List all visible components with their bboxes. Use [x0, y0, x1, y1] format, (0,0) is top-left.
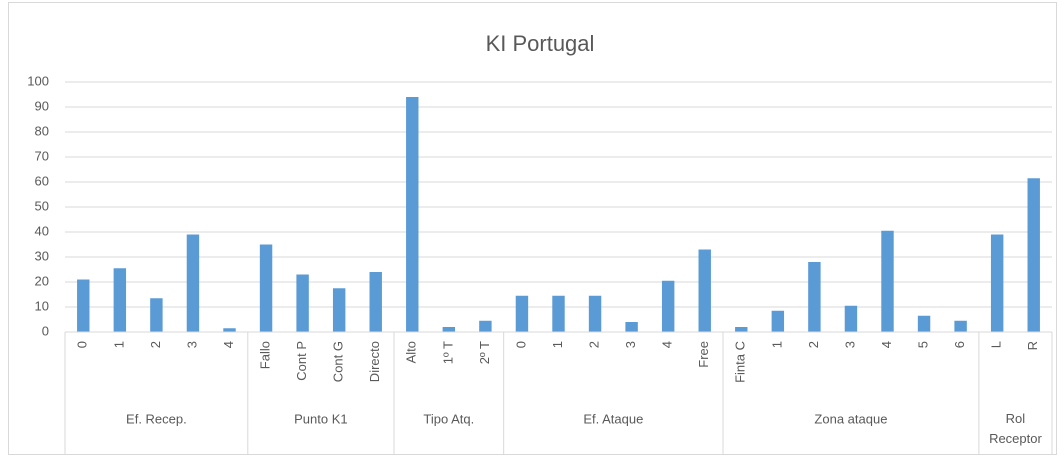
bar [186, 234, 200, 332]
x-tick-label: 4 [879, 341, 894, 348]
bar [917, 315, 931, 332]
x-tick-label: 4 [660, 341, 675, 348]
x-tick-label: 4 [221, 341, 236, 348]
bar [296, 274, 309, 332]
x-tick-label: 1 [550, 341, 565, 348]
y-tick-label: 10 [35, 298, 49, 313]
x-tick-label: Cont P [294, 341, 309, 381]
bar [771, 310, 785, 332]
bar [369, 272, 382, 332]
x-tick-label: Finta C [733, 341, 748, 383]
y-tick-label: 20 [35, 273, 49, 288]
group-label: Zona ataque [814, 411, 887, 426]
bar [1027, 178, 1040, 332]
x-tick-label: Cont G [331, 341, 346, 382]
y-tick-label: 100 [27, 73, 49, 88]
bar [332, 288, 346, 332]
group-label: Ef. Recep. [126, 411, 187, 426]
chart-border [8, 2, 1057, 455]
bar [150, 298, 163, 332]
bar [223, 328, 236, 332]
x-tick-label: 2 [586, 341, 601, 348]
y-tick-label: 90 [35, 98, 49, 113]
bar [735, 327, 748, 332]
bar [442, 327, 456, 332]
x-tick-label: Alto [404, 341, 419, 363]
group-label: Ef. Ataque [583, 411, 643, 426]
bar [625, 322, 638, 332]
y-tick-label: 30 [35, 248, 49, 263]
bar [844, 305, 858, 332]
bar [515, 295, 529, 332]
y-tick-label: 60 [35, 173, 49, 188]
y-tick-label: 70 [35, 148, 49, 163]
x-tick-label: 1º T [440, 341, 455, 364]
bar [808, 262, 821, 332]
x-tick-label: 1 [769, 341, 784, 348]
x-tick-label: 3 [842, 341, 857, 348]
x-tick-label: 6 [952, 341, 967, 348]
x-tick-label: Free [696, 341, 711, 368]
y-tick-label: 40 [35, 223, 49, 238]
x-tick-label: 3 [184, 341, 199, 348]
x-tick-label: L [989, 341, 1004, 348]
x-tick-label: 2 [806, 341, 821, 348]
bar [77, 279, 90, 332]
x-tick-label: 1 [111, 341, 126, 348]
y-tick-label: 80 [35, 123, 49, 138]
group-label: Rol Receptor [989, 411, 1042, 446]
bar [479, 320, 492, 332]
bar [406, 97, 419, 332]
group-label: Tipo Atq. [423, 411, 474, 426]
bar [698, 249, 711, 332]
bar [954, 320, 967, 332]
x-tick-label: Fallo [257, 341, 272, 369]
bar [990, 234, 1004, 332]
y-tick-label: 0 [42, 323, 49, 338]
x-tick-label: 2º T [477, 341, 492, 364]
bar [113, 268, 127, 332]
x-tick-label: 0 [75, 341, 90, 348]
x-tick-label: 2 [148, 341, 163, 348]
bar [552, 295, 565, 332]
bar [588, 295, 602, 332]
bar [881, 230, 894, 332]
x-tick-label: 3 [623, 341, 638, 348]
chart-title: KI Portugal [486, 31, 595, 56]
group-label: Punto K1 [294, 411, 348, 426]
x-tick-label: 5 [915, 341, 930, 348]
bar [661, 280, 675, 332]
bar [259, 244, 273, 332]
y-tick-label: 50 [35, 198, 49, 213]
x-tick-label: Directo [367, 341, 382, 382]
x-tick-label: R [1025, 341, 1040, 350]
x-tick-label: 0 [513, 341, 528, 348]
